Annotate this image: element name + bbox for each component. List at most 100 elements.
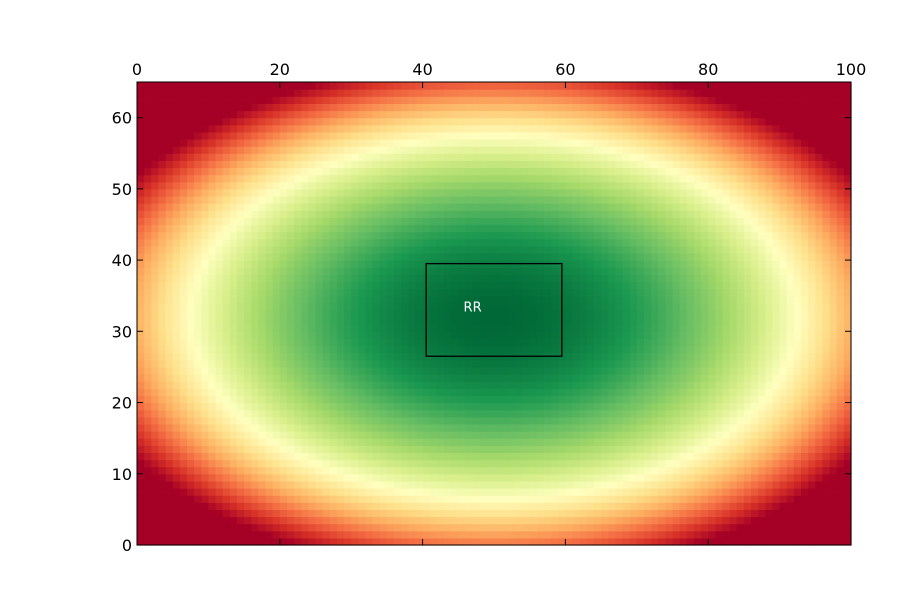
heatmap-cell: [172, 374, 181, 382]
heatmap-cell: [708, 188, 716, 197]
heatmap-cell: [244, 252, 252, 261]
heatmap-cell: [572, 302, 581, 311]
heatmap-cell: [258, 338, 267, 347]
heatmap-cell: [222, 523, 231, 532]
heatmap-cell: [186, 423, 195, 432]
heatmap-cell: [344, 445, 352, 453]
heatmap-cell: [558, 217, 566, 226]
heatmap-cell: [786, 195, 795, 204]
heatmap-cell: [165, 480, 174, 489]
heatmap-cell: [843, 352, 852, 361]
heatmap-cell: [429, 473, 438, 482]
heatmap-cell: [194, 238, 202, 247]
heatmap-cell: [651, 238, 659, 247]
heatmap-cell: [301, 309, 309, 318]
heatmap-cell: [358, 473, 367, 482]
heatmap-cell: [186, 352, 195, 361]
heatmap-cell: [636, 267, 645, 275]
heatmap-cell: [636, 473, 645, 482]
heatmap-cell: [708, 502, 716, 510]
heatmap-cell: [486, 374, 495, 382]
heatmap-cell: [294, 217, 302, 226]
heatmap-cell: [543, 388, 552, 397]
heatmap-cell: [294, 438, 302, 446]
heatmap-cell: [536, 388, 545, 397]
heatmap-cell: [722, 317, 731, 325]
heatmap-cell: [529, 473, 538, 482]
heatmap-cell: [579, 281, 588, 290]
heatmap-cell: [222, 452, 231, 461]
heatmap-cell: [572, 352, 581, 361]
heatmap-cell: [536, 409, 545, 418]
heatmap-cell: [158, 495, 167, 503]
heatmap-cell: [708, 388, 716, 397]
heatmap-cell: [158, 267, 167, 275]
heatmap-cell: [215, 345, 224, 354]
heatmap-cell: [272, 388, 281, 397]
heatmap-cell: [679, 345, 688, 354]
heatmap-cell: [593, 252, 602, 261]
heatmap-cell: [201, 423, 209, 432]
heatmap-cell: [465, 523, 474, 532]
heatmap-cell: [815, 324, 824, 332]
heatmap-cell: [658, 195, 666, 204]
heatmap-cell: [515, 523, 524, 532]
heatmap-cell: [758, 302, 766, 311]
heatmap-cell: [486, 195, 495, 204]
heatmap-cell: [179, 195, 188, 204]
heatmap-cell: [315, 345, 324, 354]
heatmap-cell: [315, 217, 324, 226]
heatmap-cell: [215, 459, 224, 468]
heatmap-cell: [629, 402, 638, 411]
heatmap-cell: [551, 238, 559, 247]
heatmap-cell: [215, 488, 224, 496]
heatmap-cell: [693, 359, 702, 368]
heatmap-cell: [479, 203, 488, 211]
heatmap-cell: [272, 416, 281, 425]
heatmap-cell: [344, 245, 352, 254]
heatmap-cell: [386, 409, 395, 418]
heatmap-cell: [279, 224, 288, 233]
heatmap-cell: [436, 245, 445, 254]
heatmap-cell: [144, 502, 152, 510]
heatmap-cell: [701, 381, 709, 389]
heatmap-cell: [322, 381, 331, 389]
heatmap-cell: [822, 388, 831, 397]
heatmap-cell: [194, 537, 202, 546]
heatmap-cell: [579, 210, 588, 218]
heatmap-cell: [651, 488, 659, 496]
heatmap-cell: [565, 516, 574, 525]
heatmap-cell: [365, 210, 374, 218]
heatmap-cell: [536, 217, 545, 226]
heatmap-cell: [586, 502, 595, 510]
heatmap-cell: [272, 352, 281, 361]
heatmap-cell: [215, 217, 224, 226]
heatmap-cell: [251, 530, 259, 539]
heatmap-cell: [658, 495, 666, 503]
heatmap-cell: [551, 409, 559, 418]
heatmap-cell: [372, 445, 381, 453]
heatmap-cell: [836, 288, 845, 297]
heatmap-cell: [451, 309, 459, 318]
heatmap-cell: [701, 488, 709, 496]
heatmap-cell: [372, 509, 381, 518]
heatmap-cell: [772, 388, 781, 397]
heatmap-cell: [308, 530, 317, 539]
heatmap-cell: [758, 188, 766, 197]
heatmap-cell: [458, 516, 467, 525]
heatmap-cell: [229, 324, 238, 332]
heatmap-cell: [308, 302, 317, 311]
heatmap-cell: [665, 210, 674, 218]
heatmap-cell: [429, 495, 438, 503]
heatmap-cell: [579, 195, 588, 204]
heatmap-cell: [415, 366, 424, 375]
heatmap-cell: [286, 224, 295, 233]
heatmap-cell: [843, 195, 852, 204]
heatmap-cell: [643, 238, 652, 247]
heatmap-cell: [586, 281, 595, 290]
heatmap-cell: [336, 267, 345, 275]
heatmap-cell: [329, 238, 338, 247]
heatmap-cell: [622, 466, 631, 475]
heatmap-cell: [444, 381, 452, 389]
heatmap-cell: [279, 317, 288, 325]
